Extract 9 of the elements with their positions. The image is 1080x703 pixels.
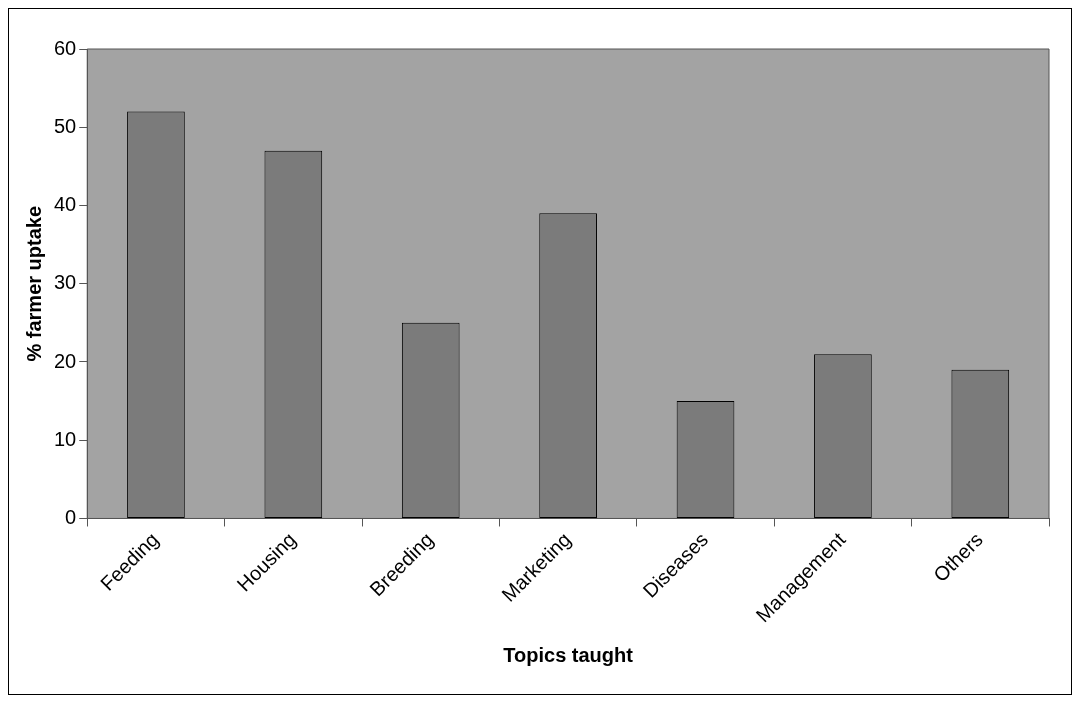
y-tick-label: 60 <box>54 36 77 59</box>
y-tick-label: 0 <box>65 506 77 528</box>
y-tick-label: 40 <box>54 193 77 216</box>
y-tick-label: 10 <box>54 427 77 450</box>
y-tick-label: 50 <box>54 114 77 137</box>
x-axis-title: Topics taught <box>503 643 634 666</box>
y-tick-label: 20 <box>54 349 77 372</box>
y-tick-label: 30 <box>54 271 77 294</box>
y-axis-title: % farmer uptake <box>22 205 45 362</box>
